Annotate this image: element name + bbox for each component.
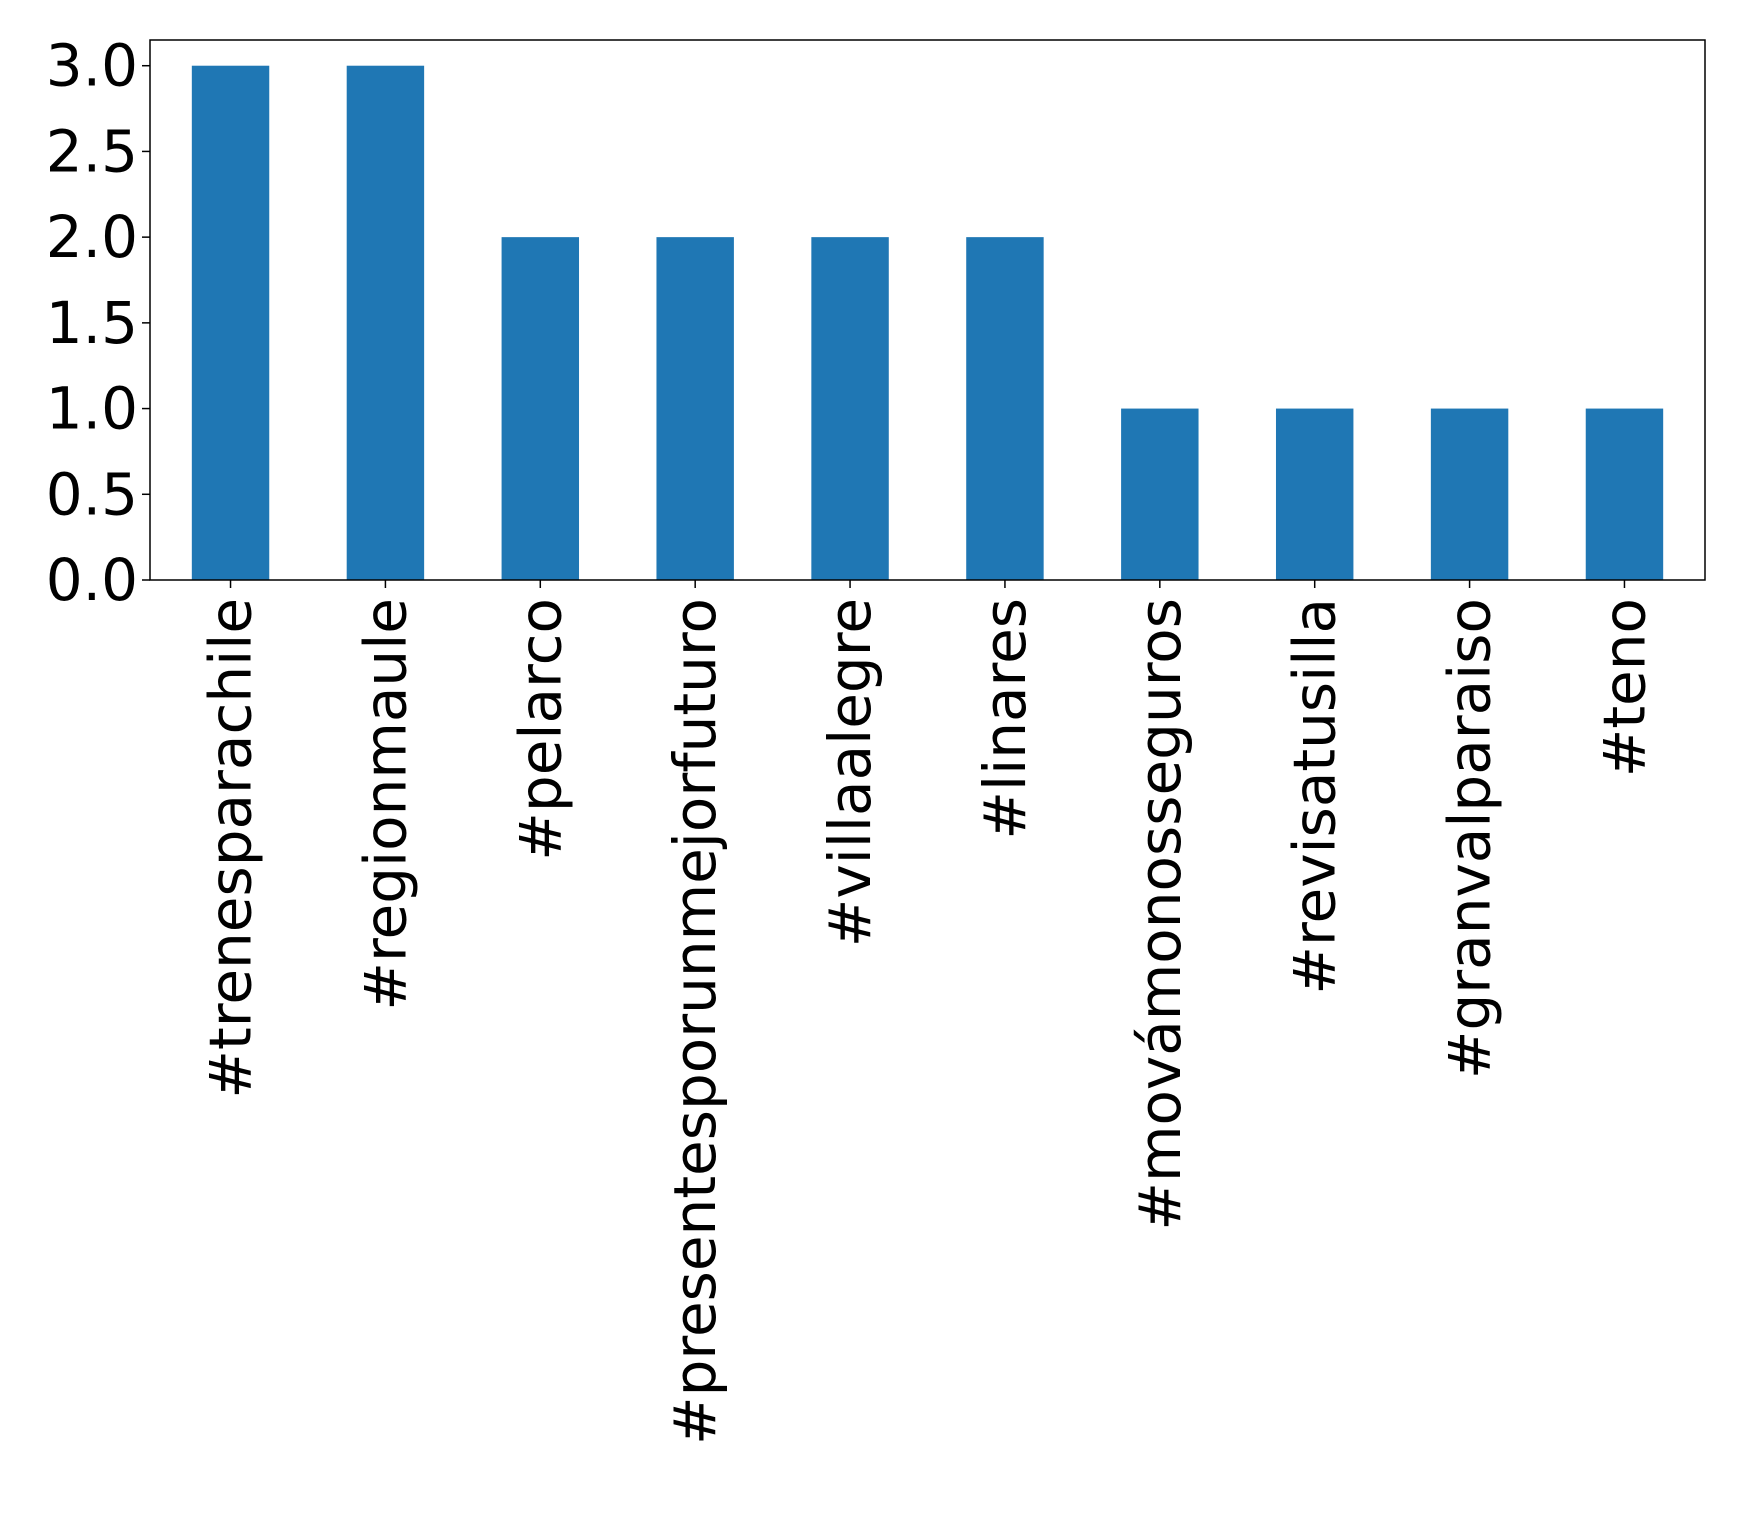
bar (656, 237, 734, 580)
y-tick-label: 2.5 (46, 117, 138, 185)
bar (1121, 408, 1199, 580)
y-tick-label: 0.0 (46, 546, 138, 614)
bar (1585, 408, 1664, 580)
x-tick-label: #granvalparaiso (1436, 598, 1504, 1079)
x-tick-label: #revisatusilla (1281, 598, 1349, 995)
y-tick-label: 1.0 (46, 375, 138, 443)
bar (191, 65, 270, 580)
bar (1430, 408, 1509, 580)
x-tick-label: #villaalegre (816, 598, 884, 947)
x-tick-label: #presentesporunmejorfuturo (661, 598, 729, 1445)
x-axis: #trenesparachile #regionmaule #pelarco #pre… (197, 580, 1658, 1445)
y-tick-label: 3.0 (46, 32, 138, 100)
x-tick-label: #linares (971, 598, 1039, 840)
bar (1275, 408, 1354, 580)
x-tick-label: #trenesparachile (197, 598, 265, 1099)
bar (501, 237, 580, 580)
plot-frame (149, 39, 1706, 581)
bar (966, 237, 1044, 580)
y-tick-label: 0.5 (46, 460, 138, 528)
bars-group (191, 65, 1664, 580)
x-tick-label: #teno (1590, 598, 1658, 777)
bar (811, 237, 889, 580)
x-tick-label: #pelarco (506, 598, 574, 861)
x-tick-label: #movámonosseguros (1126, 598, 1194, 1231)
y-tick-label: 1.5 (46, 289, 138, 357)
y-axis: 0.0 0.5 1.0 1.5 2.0 2.5 3.0 (46, 32, 150, 614)
y-tick-label: 2.0 (46, 203, 138, 271)
bar (346, 65, 425, 580)
x-tick-label: #regionmaule (351, 598, 419, 1011)
